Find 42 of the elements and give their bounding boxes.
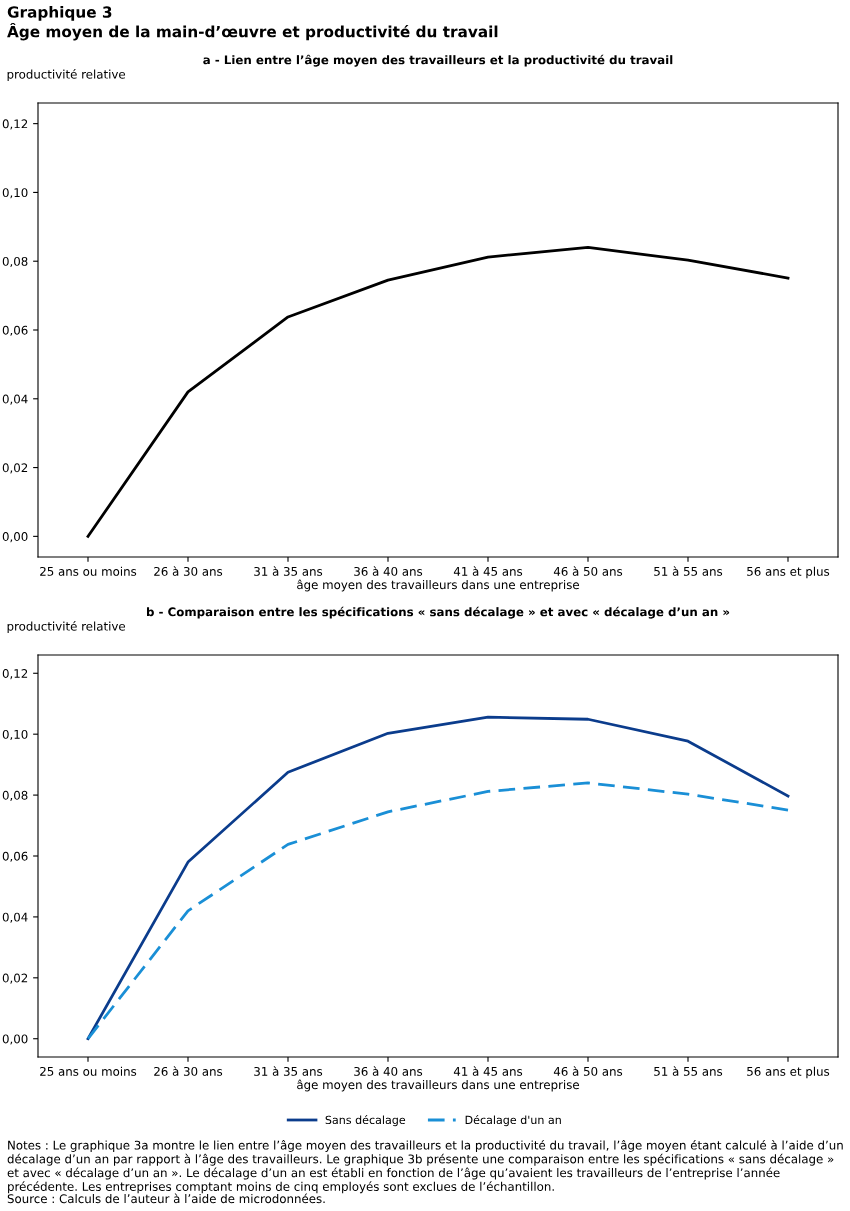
x-tick-label: 41 à 45 ans [453,1066,523,1076]
x-tick-label: 31 à 35 ans [254,566,323,576]
legend-label: Décalage d'un an [465,1115,561,1127]
y-tick-label: 0,08 [2,256,28,268]
x-tick-label: 56 ans et plus [747,1066,830,1079]
x-tick-label: 51 à 55 ans [654,1066,723,1076]
legend-label: Sans décalage [325,1115,406,1127]
y-tick-label: 0,02 [2,973,28,984]
y-tick-label: 0,02 [2,463,28,474]
x-tick-label: 36 à 40 ans [354,566,423,576]
y-tick-label: 0,04 [2,912,28,923]
x-tick-label: 41 à 45 ans [453,566,523,576]
y-tick-label: 0,00 [2,532,28,543]
chart-title: a - Lien entre l’âge moyen des travailleurs et la productivité du travail [203,54,673,67]
x-axis-title: âge moyen des travailleurs dans une entreprise [297,1079,579,1092]
x-tick-label: 31 à 35 ans [254,1066,323,1076]
x-tick-label: 51 à 55 ans [654,566,723,576]
x-tick-label: 26 à 30 ans [154,1066,223,1076]
chart-title: b - Comparaison entre les spécifications « sans décalage » et avec « décalage d’un an » [146,606,730,619]
x-tick-label: 25 ans ou moins [40,566,137,576]
y-axis-title: productivité relative [7,69,126,81]
y-tick-label: 0,06 [2,851,28,862]
y-tick-label: 0,06 [2,325,28,336]
text: Graphique 3 [7,6,112,21]
x-tick-label: 26 à 30 ans [154,566,223,576]
y-tick-label: 0,04 [2,394,28,405]
text: Âge moyen de la main-d’œuvre et productivité du travail [7,23,498,41]
y-tick-label: 0,12 [2,669,28,680]
y-tick-label: 0,00 [2,1034,28,1045]
x-tick-label: 46 à 50 ans [553,566,623,576]
x-tick-label: 46 à 50 ans [553,1066,623,1076]
source-note: Source : Calculs de l’auteur à l’aide de microdonnées. [7,1193,325,1204]
y-tick-label: 0,12 [2,119,28,130]
y-axis-title: productivité relative [7,621,126,633]
y-tick-label: 0,08 [2,790,28,801]
y-tick-label: 0,10 [2,188,28,199]
x-tick-label: 25 ans ou moins [40,1066,137,1076]
y-tick-label: 0,10 [2,729,28,741]
x-tick-label: 36 à 40 ans [354,1066,423,1076]
x-tick-label: 56 ans et plus [747,566,830,579]
text: Notes : Le graphique 3a montre le lien entre l’âge moyen des travailleurs et la productivité du travail, l’âge moyen étant calculé à l’aide d’un décalage d’un an par rapport à l’âge des travailleurs. Le graphique 3b présente une comparaison entre les spécifications « sans décalage » et avec « décalage d’un an ». Le décalage d’un an est établi en fonction de l’âge qu’avaient les travailleurs de l’entreprise l’année précédente. Les entreprises comptant moins de cinq employés sont exclues de l’échantillon. [7,1140,843,1194]
x-axis-title: âge moyen des travailleurs dans une entreprise [297,579,579,592]
